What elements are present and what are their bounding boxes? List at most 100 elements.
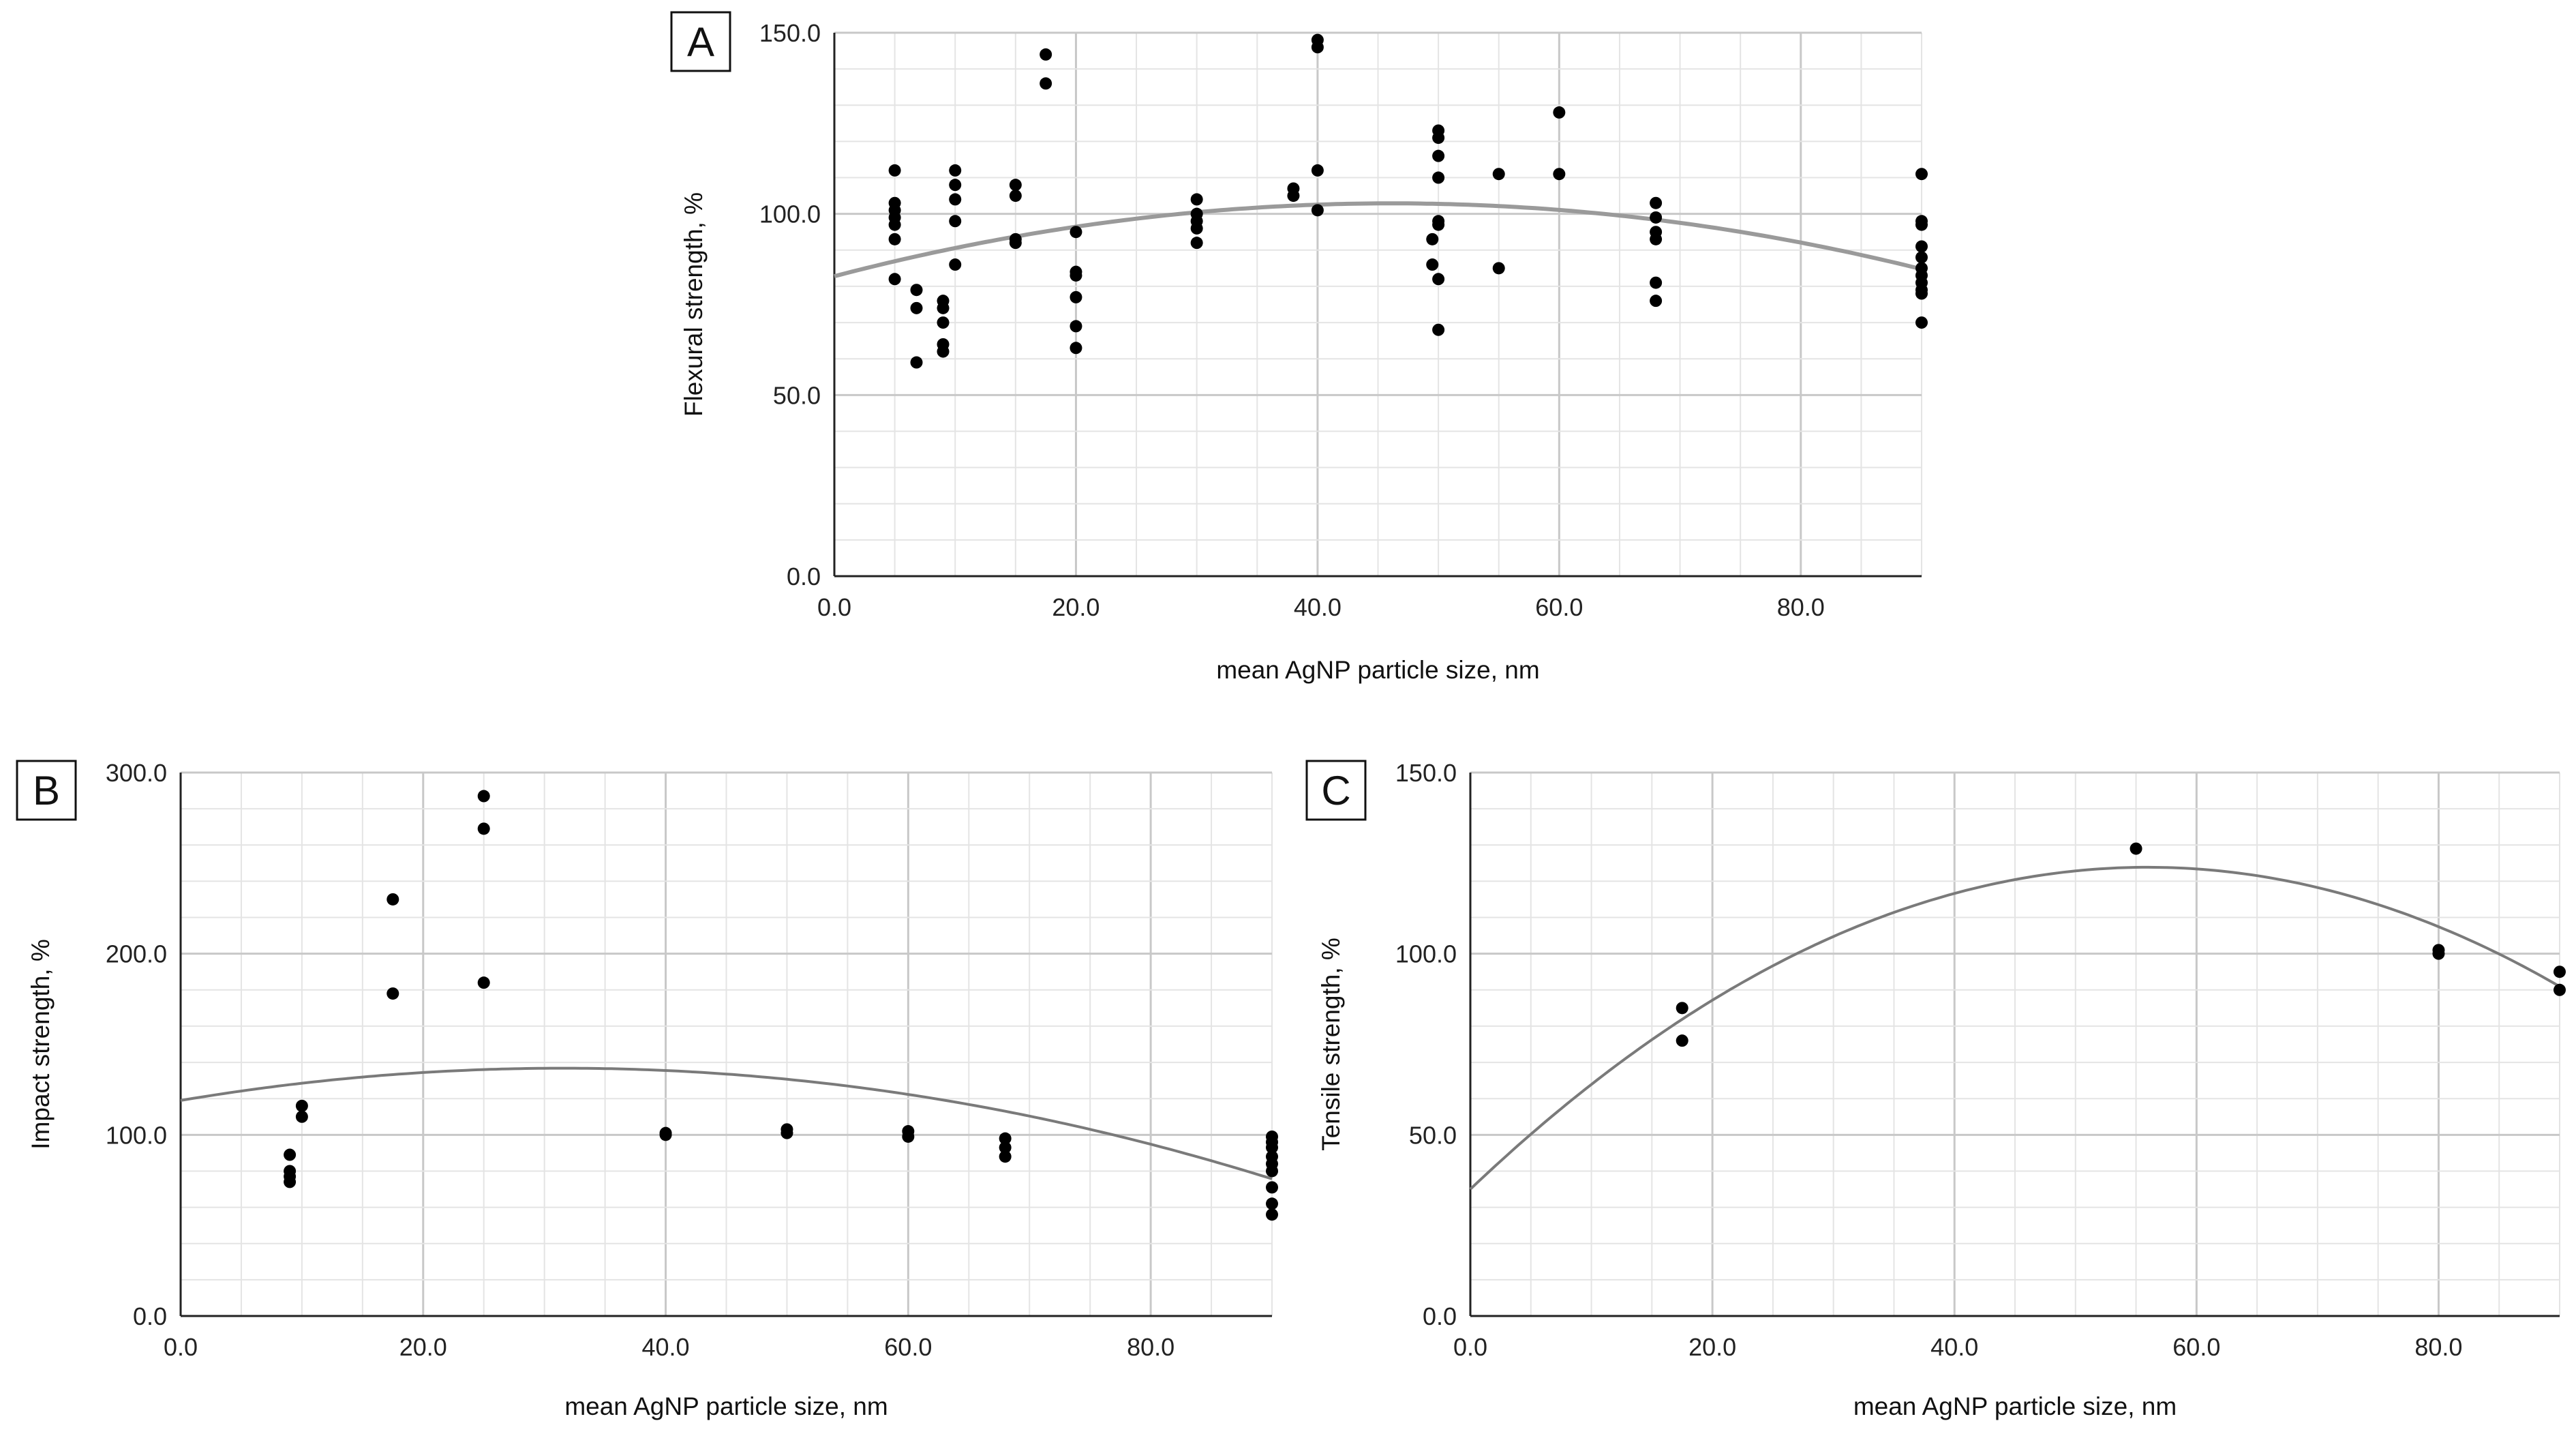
data-point [1650, 276, 1663, 289]
data-point [999, 1132, 1012, 1145]
data-point [781, 1126, 793, 1139]
x-tick-label: 60.0 [2172, 1333, 2220, 1361]
y-axis-title: Flexural strength, % [680, 192, 708, 417]
data-point [2432, 947, 2445, 960]
data-point [1040, 77, 1052, 90]
x-axis-title: mean AgNP particle size, nm [1853, 1392, 2177, 1420]
data-point [1070, 320, 1082, 333]
data-point [1190, 193, 1203, 206]
data-point [888, 233, 901, 245]
data-point [910, 356, 923, 369]
data-point [888, 164, 901, 177]
y-tick-label: 150.0 [1395, 759, 1457, 787]
x-tick-label: 80.0 [1777, 593, 1825, 621]
data-point [295, 1099, 308, 1112]
data-point [2554, 966, 2566, 978]
chart-tensile-strength: 0.0 20.0 40.0 60.0 80.0 0.0 50.0 100.0 150.0 mean… [1305, 759, 2566, 1420]
fit-curve [1469, 865, 2560, 1191]
y-tick-label: 100.0 [1395, 940, 1457, 968]
panel-label-box [1305, 760, 1367, 821]
data-point [1070, 290, 1082, 303]
data-point [477, 822, 490, 835]
data-point [1915, 251, 1928, 264]
panel-label-box [16, 760, 77, 821]
data-point [1432, 323, 1445, 336]
y-tick-label: 100.0 [106, 1121, 167, 1149]
data-point [387, 987, 399, 1000]
y-tick-label: 150.0 [759, 19, 821, 47]
data-point [888, 218, 901, 231]
data-point [477, 790, 490, 803]
chart-impact-strength: 0.0 20.0 40.0 60.0 80.0 0.0 100.0 200.0 300.0 mea… [16, 759, 1278, 1420]
data-point [1650, 196, 1663, 209]
gridlines [833, 31, 1922, 578]
data-point [937, 345, 950, 358]
data-point [1915, 218, 1928, 231]
x-tick-label: 0.0 [1453, 1333, 1487, 1361]
data-point [949, 258, 962, 271]
data-point [1650, 295, 1663, 308]
x-tick-label: 0.0 [164, 1333, 198, 1361]
data-point [2130, 842, 2142, 855]
data-point [2554, 983, 2566, 996]
data-point [477, 976, 490, 989]
x-axis-title: mean AgNP particle size, nm [1216, 656, 1539, 684]
data-point [1676, 1034, 1688, 1047]
y-axis-title: Tensile strength, % [1317, 938, 1345, 1151]
y-tick-label: 50.0 [1409, 1121, 1457, 1149]
data-points [1676, 842, 2566, 1047]
x-tick-label: 0.0 [817, 593, 851, 621]
x-tick-label: 20.0 [1052, 593, 1100, 621]
data-point [1266, 1197, 1278, 1210]
data-point [1432, 132, 1445, 145]
data-point [999, 1150, 1012, 1163]
x-tick-label: 80.0 [2414, 1333, 2462, 1361]
data-point [949, 193, 962, 206]
data-point [888, 273, 901, 286]
panel-label-box [670, 11, 731, 72]
data-point [937, 301, 950, 314]
x-axis-title: mean AgNP particle size, nm [564, 1392, 888, 1420]
data-point [1287, 190, 1300, 203]
x-tick-label: 60.0 [1535, 593, 1583, 621]
data-point [1009, 190, 1022, 203]
data-point [949, 179, 962, 192]
data-point [949, 164, 962, 177]
x-tick-label: 20.0 [1688, 1333, 1736, 1361]
data-point [1915, 316, 1928, 329]
chart-flexural-strength: 0.0 20.0 40.0 60.0 80.0 0.0 50.0 100.0 150.0 mean… [670, 11, 1928, 684]
data-point [295, 1110, 308, 1123]
data-point [1650, 233, 1663, 245]
data-point [284, 1148, 297, 1161]
gridlines [1469, 771, 2560, 1317]
data-point [387, 893, 399, 906]
data-point [1492, 262, 1505, 275]
x-tick-label: 80.0 [1127, 1333, 1175, 1361]
x-tick-label: 40.0 [642, 1333, 690, 1361]
x-tick-label: 40.0 [1294, 593, 1342, 621]
data-point [1426, 258, 1439, 271]
data-point [949, 215, 962, 228]
data-point [1553, 168, 1566, 181]
data-point [1266, 1208, 1278, 1221]
data-point [1009, 237, 1022, 250]
x-tick-label: 40.0 [1930, 1333, 1978, 1361]
data-point [1190, 222, 1203, 235]
y-tick-label: 300.0 [106, 759, 167, 787]
data-points [888, 33, 1928, 369]
data-point [1915, 240, 1928, 253]
data-point [1311, 41, 1324, 54]
data-point [1432, 149, 1445, 162]
data-point [1070, 342, 1082, 355]
panel-label: C [1321, 768, 1350, 813]
data-point [1432, 218, 1445, 231]
data-point [1432, 273, 1445, 286]
data-point [1266, 1181, 1278, 1194]
data-point [902, 1130, 915, 1143]
data-point [1432, 171, 1445, 184]
data-point [1426, 233, 1439, 245]
y-tick-label: 50.0 [773, 381, 821, 409]
y-tick-label: 100.0 [759, 200, 821, 228]
data-point [659, 1128, 672, 1141]
